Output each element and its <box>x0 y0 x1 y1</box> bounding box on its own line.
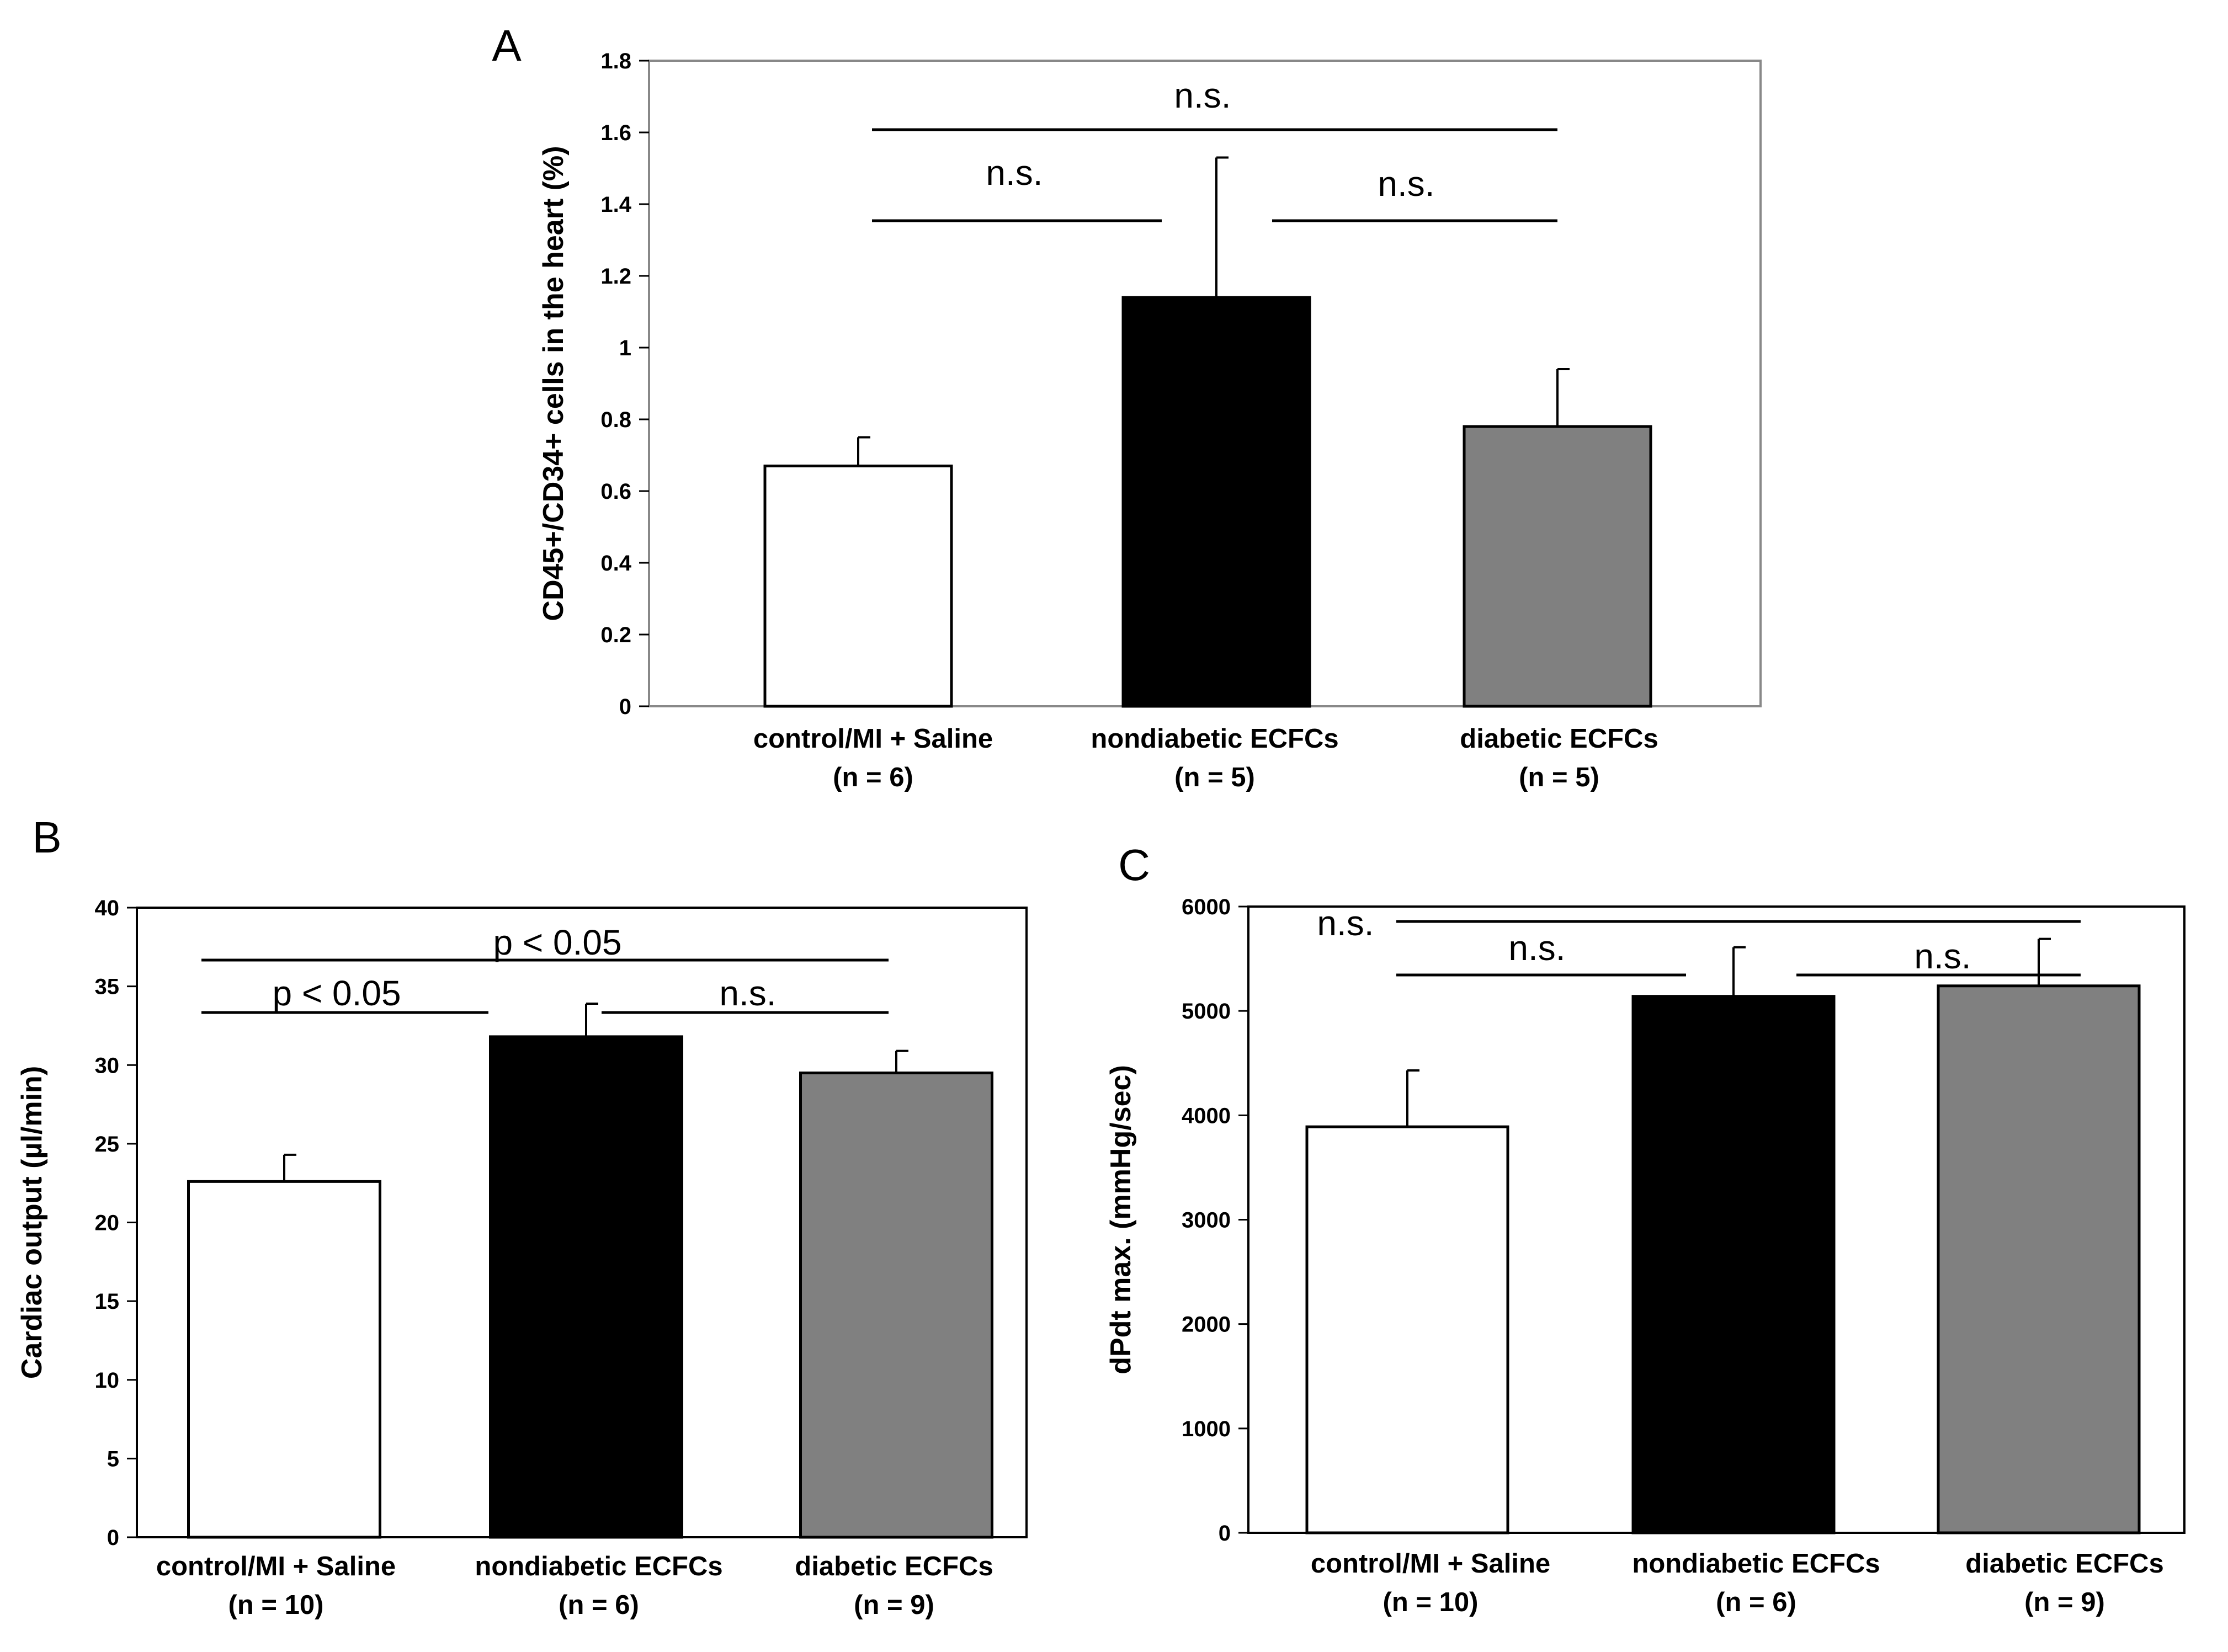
significance-label: p < 0.05 <box>272 973 401 1013</box>
significance-label: p < 0.05 <box>493 923 621 962</box>
y-tick-label: 0 <box>107 1526 119 1550</box>
y-tick-label: 1.8 <box>600 49 631 73</box>
x-n-label: (n = 6) <box>1716 1587 1796 1617</box>
y-tick-label: 10 <box>95 1368 120 1393</box>
significance-label: n.s. <box>1378 164 1434 204</box>
y-tick-label: 0.6 <box>600 479 631 504</box>
significance-label: n.s. <box>1508 928 1565 968</box>
y-tick-label: 30 <box>95 1053 120 1078</box>
significance-label: n.s. <box>719 973 776 1013</box>
panel-c: C 0 1000 2000 3000 4000 5000 6000 dPdt max. (mmH… <box>1105 840 2186 1617</box>
x-category-label: control/MI + Saline <box>1311 1549 1550 1579</box>
y-axis-label: CD45+/CD34+ cells in the heart (%) <box>538 146 570 621</box>
y-tick-label: 1 <box>619 336 631 360</box>
significance-label: n.s. <box>986 153 1043 193</box>
bar-diabetic <box>1463 425 1652 708</box>
y-tick-label: 3000 <box>1182 1208 1231 1233</box>
x-category-label: control/MI + Saline <box>156 1552 396 1581</box>
y-axis-label: Cardiac output (µl/min) <box>16 1066 48 1379</box>
x-category-label: control/MI + Saline <box>753 724 993 754</box>
panel-a: A 0 0.2 0.4 0.6 0.8 1 1.2 1.4 1.6 1.8 CD45+/CD34+ c… <box>492 21 1762 792</box>
x-category-label: diabetic ECFCs <box>1460 724 1658 754</box>
x-n-label: (n = 10) <box>1383 1587 1479 1617</box>
x-n-label: (n = 5) <box>1174 763 1255 792</box>
y-tick-label: 0.4 <box>600 551 631 575</box>
y-tick-label: 0.2 <box>600 623 631 647</box>
y-tick-label: 40 <box>95 896 120 920</box>
y-tick-label: 0 <box>1219 1521 1231 1546</box>
x-n-label: (n = 9) <box>854 1590 934 1620</box>
x-category-label: nondiabetic ECFCs <box>475 1552 722 1581</box>
y-tick-label: 4000 <box>1182 1104 1231 1128</box>
x-n-label: (n = 6) <box>833 763 913 792</box>
y-tick-label: 1.6 <box>600 121 631 145</box>
x-n-label: (n = 5) <box>1519 763 1599 792</box>
y-tick-label: 0 <box>619 695 631 719</box>
x-category-label: nondiabetic ECFCs <box>1091 724 1338 754</box>
x-n-label: (n = 10) <box>228 1590 324 1620</box>
y-tick-label: 1.2 <box>600 264 631 289</box>
y-tick-label: 2000 <box>1182 1313 1231 1337</box>
bar-control <box>187 1180 381 1539</box>
y-tick-label: 20 <box>95 1211 120 1235</box>
x-n-label: (n = 6) <box>559 1590 639 1620</box>
y-tick-label: 5 <box>107 1447 119 1471</box>
significance-label: n.s. <box>1914 936 1971 976</box>
y-tick-label: 25 <box>95 1132 120 1157</box>
significance-label: n.s. <box>1317 903 1374 943</box>
bar-control <box>763 465 953 708</box>
panel-b: B 0 5 10 15 20 25 30 35 40 Cardiac output (µl/min)… <box>16 813 1028 1620</box>
bar-nondiabetic <box>489 1035 683 1539</box>
x-category-label: nondiabetic ECFCs <box>1632 1549 1880 1579</box>
y-tick-label: 0.8 <box>600 408 631 432</box>
x-n-label: (n = 9) <box>2024 1587 2105 1617</box>
bar-control <box>1305 1125 1509 1534</box>
y-tick-label: 1.4 <box>600 193 631 217</box>
bar-nondiabetic <box>1631 995 1836 1534</box>
bar-diabetic <box>1937 984 2141 1534</box>
x-category-label: diabetic ECFCs <box>1965 1549 2163 1579</box>
y-tick-label: 5000 <box>1182 999 1231 1024</box>
x-category-label: diabetic ECFCs <box>795 1552 993 1581</box>
bar-nondiabetic <box>1121 296 1311 708</box>
y-tick-label: 35 <box>95 975 120 999</box>
y-tick-label: 1000 <box>1182 1417 1231 1441</box>
y-tick-label: 6000 <box>1182 895 1231 919</box>
panel-label: B <box>32 813 61 862</box>
panel-label: C <box>1118 840 1150 889</box>
y-tick-label: 15 <box>95 1289 120 1314</box>
panel-label: A <box>492 21 522 70</box>
significance-label: n.s. <box>1174 76 1231 115</box>
bar-diabetic <box>799 1072 993 1539</box>
y-axis-label: dPdt max. (mmHg/sec) <box>1105 1065 1137 1374</box>
